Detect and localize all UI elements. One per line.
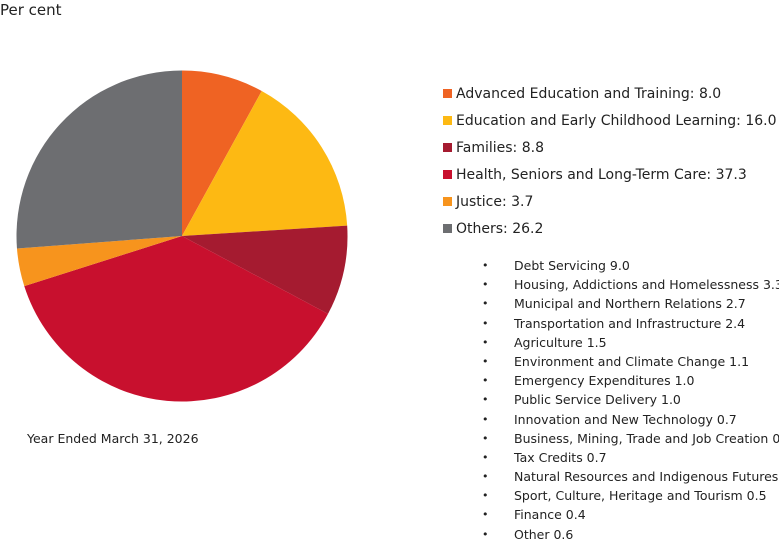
pie-slice-advanced-education-and-training: [182, 70, 262, 236]
others-list-label: Tax Credits 0.7: [514, 449, 607, 465]
others-list-label: Business, Mining, Trade and Job Creation…: [514, 430, 779, 446]
legend-label: Education and Early Childhood Learning: …: [456, 112, 777, 129]
others-list-label: Housing, Addictions and Homelessness 3.3: [514, 277, 779, 293]
legend-item: Families: 8.8: [443, 134, 777, 161]
bullet-icon: •: [482, 374, 489, 388]
others-list-label: Innovation and New Technology 0.7: [514, 411, 737, 427]
pie-chart: [16, 70, 348, 402]
others-list-item: • Transportation and Infrastructure 2.4: [479, 314, 779, 333]
others-list-label: Transportation and Infrastructure 2.4: [514, 315, 746, 331]
bullet-icon: •: [482, 259, 489, 272]
bullet-icon: •: [482, 489, 489, 503]
others-list-label: Debt Servicing 9.0: [514, 258, 630, 273]
pie-slice-justice: [16, 236, 183, 287]
pie-slice-health-seniors-and-long-term-care: [24, 236, 329, 402]
bullet-icon: •: [482, 354, 489, 368]
legend-label: Advanced Education and Training: 8.0: [456, 85, 722, 102]
others-list-item: • Emergency Expenditures 1.0: [479, 371, 779, 390]
legend-swatch: [443, 224, 452, 233]
legend-label: Health, Seniors and Long-Term Care: 37.3: [456, 166, 747, 183]
legend-item: Justice: 3.7: [443, 188, 777, 215]
others-list-label: Emergency Expenditures 1.0: [514, 373, 695, 389]
legend: Advanced Education and Training: 8.0 Educ…: [443, 80, 777, 242]
bullet-icon: •: [482, 316, 489, 330]
bullet-icon: •: [482, 278, 489, 292]
others-list-item: • Debt Servicing 9.0: [479, 256, 779, 275]
pie-slice-education-and-early-childhood-learning: [182, 90, 348, 236]
legend-swatch: [443, 116, 452, 125]
others-list-item: • Sport, Culture, Heritage and Tourism 0.…: [479, 486, 779, 505]
legend-label: Justice: 3.7: [456, 193, 534, 210]
bullet-icon: •: [482, 470, 489, 484]
others-list-item: • Municipal and Northern Relations 2.7: [479, 294, 779, 313]
others-list-item: • Housing, Addictions and Homelessness 3.…: [479, 275, 779, 294]
bullet-icon: •: [482, 335, 489, 349]
others-list-item: • Tax Credits 0.7: [479, 448, 779, 467]
others-list-item: • Finance 0.4: [479, 505, 779, 524]
footnote: Year Ended March 31, 2026: [27, 431, 199, 446]
others-list-item: • Other 0.6: [479, 525, 779, 544]
others-list-label: Municipal and Northern Relations 2.7: [514, 296, 746, 312]
others-list-label: Sport, Culture, Heritage and Tourism 0.5: [514, 488, 767, 504]
others-list-item: • Business, Mining, Trade and Job Creatio…: [479, 429, 779, 448]
bullet-icon: •: [482, 393, 489, 407]
legend-swatch: [443, 170, 452, 179]
others-list-item: • Natural Resources and Indigenous Future…: [479, 467, 779, 486]
legend-item: Health, Seniors and Long-Term Care: 37.3: [443, 161, 777, 188]
others-list-item: • Innovation and New Technology 0.7: [479, 410, 779, 429]
bullet-icon: •: [482, 412, 489, 426]
others-breakdown-list: • Debt Servicing 9.0 • Housing, Addictions …: [479, 256, 779, 544]
legend-label: Others: 26.2: [456, 220, 544, 237]
legend-swatch: [443, 143, 452, 152]
others-list-label: Natural Resources and Indigenous Futures…: [514, 469, 779, 485]
bullet-icon: •: [482, 508, 489, 522]
pie-slice-others: [16, 70, 182, 249]
others-list-label: Public Service Delivery 1.0: [514, 392, 681, 408]
bullet-icon: •: [482, 431, 489, 445]
legend-item: Education and Early Childhood Learning: …: [443, 107, 777, 134]
others-list-item: • Public Service Delivery 1.0: [479, 390, 779, 409]
others-list-label: Agriculture 1.5: [514, 334, 607, 350]
bullet-icon: •: [482, 297, 489, 311]
unit-label: Per cent: [0, 1, 62, 19]
legend-swatch: [443, 197, 452, 206]
others-list-item: • Agriculture 1.5: [479, 333, 779, 352]
bullet-icon: •: [482, 527, 489, 541]
pie-slice-families: [182, 225, 348, 314]
legend-label: Families: 8.8: [456, 139, 544, 156]
others-list-label: Finance 0.4: [514, 507, 586, 523]
others-list-label: Environment and Climate Change 1.1: [514, 353, 750, 369]
bullet-icon: •: [482, 450, 489, 464]
others-list-item: • Environment and Climate Change 1.1: [479, 352, 779, 371]
legend-swatch: [443, 89, 452, 98]
legend-item: Advanced Education and Training: 8.0: [443, 80, 777, 107]
legend-item: Others: 26.2: [443, 215, 777, 242]
others-list-label: Other 0.6: [514, 526, 574, 542]
